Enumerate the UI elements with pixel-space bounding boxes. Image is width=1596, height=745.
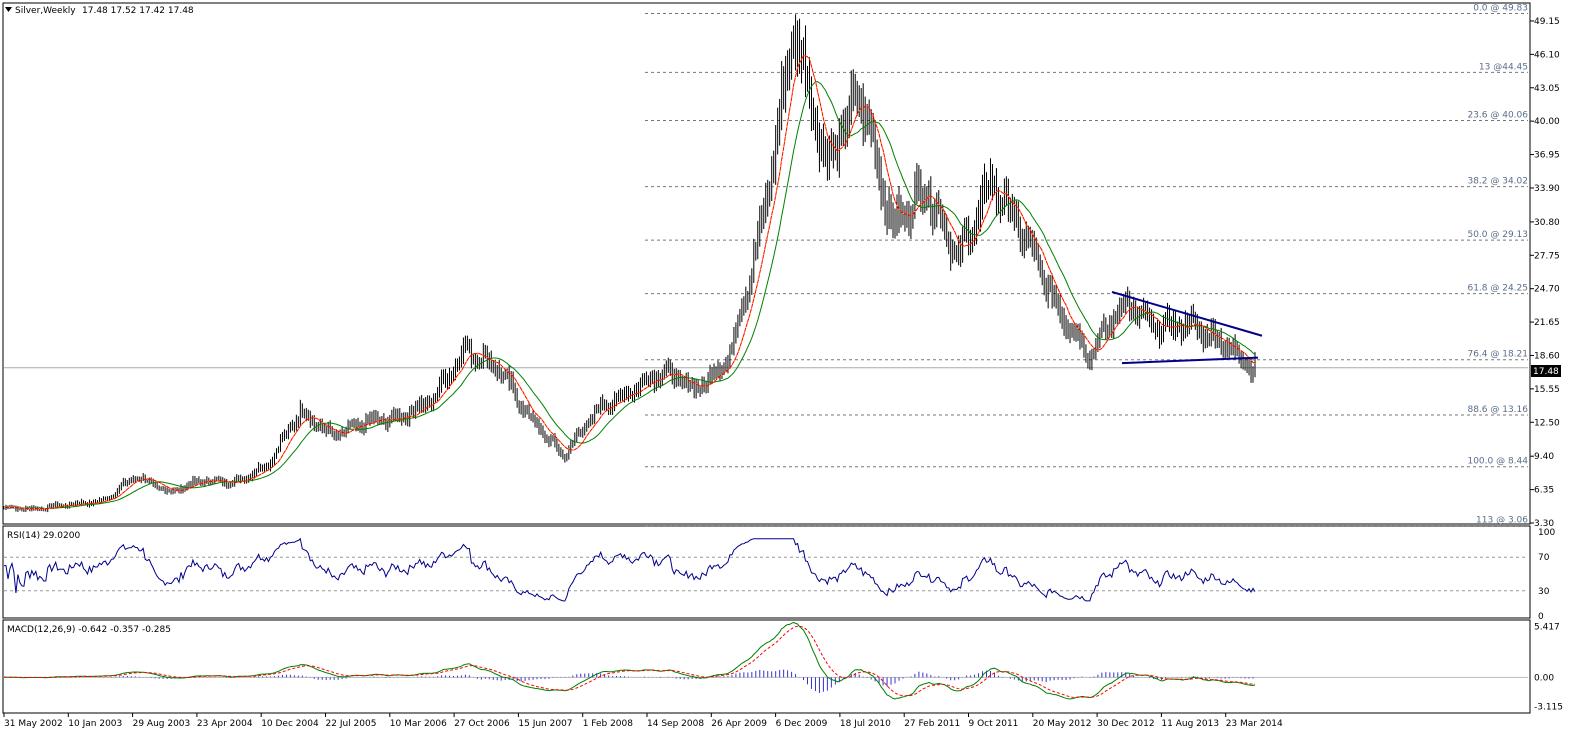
rsi-tick-label: 70 bbox=[1538, 553, 1550, 563]
macd-tick-label: 5.417 bbox=[1534, 623, 1560, 633]
trendlines[interactable] bbox=[1111, 291, 1263, 365]
fib-level-label: 13 @44.45 bbox=[1479, 62, 1528, 72]
price-tick-label: 24.70 bbox=[1534, 285, 1560, 295]
current-price-tag bbox=[1531, 365, 1561, 377]
price-axis: 49.15 46.10 43.05 40.00 36.95 33.90 30.80 27.75… bbox=[1530, 17, 1563, 712]
time-tick-label: 20 May 2012 bbox=[1033, 719, 1092, 729]
time-tick-label: 29 Aug 2003 bbox=[133, 719, 191, 729]
time-tick-label: 14 Sep 2008 bbox=[647, 719, 704, 729]
descending-trendline[interactable] bbox=[1111, 291, 1263, 337]
rsi-tick-label: 30 bbox=[1538, 587, 1550, 597]
fib-level-label: 61.8 @ 24.25 bbox=[1467, 284, 1528, 294]
macd-tick-label: -3.115 bbox=[1534, 702, 1563, 712]
time-tick-label: 23 Apr 2004 bbox=[197, 719, 253, 729]
ohlc-values: 17.48 17.52 17.42 17.48 bbox=[82, 6, 194, 16]
rsi-tick-label: 0 bbox=[1538, 612, 1544, 622]
price-tick-label: 27.75 bbox=[1534, 251, 1560, 261]
fib-level-label: 88.6 @ 13.16 bbox=[1467, 405, 1528, 415]
time-tick-label: 31 May 2002 bbox=[4, 719, 63, 729]
fib-level-label: 50.0 @ 29.13 bbox=[1467, 230, 1528, 240]
price-tick-label: 30.80 bbox=[1534, 218, 1560, 228]
time-tick-label: 1 Feb 2008 bbox=[583, 719, 634, 729]
time-tick-label: 10 Jan 2003 bbox=[68, 719, 122, 729]
fib-level-label: 23.6 @ 40.06 bbox=[1467, 111, 1528, 121]
time-tick-label: 18 Jul 2010 bbox=[840, 719, 891, 729]
fib-level-label: 76.4 @ 18.21 bbox=[1467, 350, 1528, 360]
macd-indicator bbox=[4, 621, 1528, 700]
time-tick-label: 27 Oct 2006 bbox=[454, 719, 510, 729]
time-tick-label: 22 Jul 2005 bbox=[326, 719, 377, 729]
price-bars bbox=[3, 14, 1256, 513]
price-tick-label: 36.95 bbox=[1534, 151, 1560, 161]
price-tick-label: 18.60 bbox=[1534, 351, 1560, 361]
rsi-panel[interactable] bbox=[2, 525, 1531, 619]
time-tick-label: 11 Aug 2013 bbox=[1161, 719, 1219, 729]
dropdown-arrow-icon[interactable] bbox=[5, 7, 12, 12]
rsi-tick-label: 100 bbox=[1538, 528, 1555, 538]
macd-title: MACD(12,26,9) -0.642 -0.357 -0.285 bbox=[7, 625, 171, 635]
fib-level-label: 100.0 @ 8.44 bbox=[1467, 457, 1528, 467]
price-tick-label: 40.00 bbox=[1534, 117, 1560, 127]
fib-level-label: 38.2 @ 34.02 bbox=[1467, 177, 1528, 187]
ma-fast-line bbox=[3, 55, 1256, 510]
current-price-label: 17.48 bbox=[1533, 367, 1559, 377]
time-tick-label: 10 Mar 2006 bbox=[390, 719, 447, 729]
price-tick-label: 43.05 bbox=[1534, 84, 1560, 94]
price-tick-label: 12.50 bbox=[1534, 418, 1560, 428]
fib-level-label: 0.0 @ 49.83 bbox=[1473, 4, 1528, 14]
support-trendline[interactable] bbox=[1121, 356, 1259, 365]
price-tick-label: 49.15 bbox=[1534, 17, 1560, 27]
rsi-indicator bbox=[4, 537, 1528, 602]
ma-slow-line bbox=[3, 81, 1256, 509]
time-tick-label: 26 Apr 2009 bbox=[711, 719, 767, 729]
fibonacci-levels: 0.0 @ 49.83 13 @44.45 23.6 @ 40.06 38.2 @ 3… bbox=[4, 4, 1528, 527]
rsi-title: RSI(14) 29.0200 bbox=[7, 531, 80, 541]
time-tick-label: 6 Dec 2009 bbox=[776, 719, 828, 729]
time-tick-label: 23 Mar 2014 bbox=[1226, 719, 1283, 729]
time-tick-label: 30 Dec 2012 bbox=[1097, 719, 1155, 729]
time-tick-label: 9 Oct 2011 bbox=[969, 719, 1019, 729]
time-tick-label: 27 Feb 2011 bbox=[904, 719, 960, 729]
price-tick-label: 21.65 bbox=[1534, 318, 1560, 328]
price-tick-label: 33.90 bbox=[1534, 184, 1560, 194]
price-tick-label: 46.10 bbox=[1534, 50, 1560, 60]
time-tick-label: 15 Jun 2007 bbox=[518, 719, 572, 729]
moving-averages bbox=[3, 55, 1256, 510]
macd-signal-line bbox=[4, 625, 1256, 698]
price-tick-label: 9.40 bbox=[1534, 452, 1554, 462]
symbol-title: Silver,Weekly bbox=[15, 6, 76, 16]
main-panel[interactable] bbox=[2, 2, 1531, 525]
price-tick-label: 3.30 bbox=[1534, 519, 1554, 529]
price-tick-label: 6.35 bbox=[1534, 486, 1554, 496]
time-tick-label: 10 Dec 2004 bbox=[261, 719, 319, 729]
time-axis: 31 May 2002 10 Jan 2003 29 Aug 2003 23 Apr … bbox=[3, 713, 1283, 729]
macd-panel[interactable] bbox=[2, 619, 1531, 714]
price-tick-label: 15.55 bbox=[1534, 385, 1560, 395]
rsi-line bbox=[4, 537, 1256, 602]
fib-level-label: 113 @ 3.06 bbox=[1476, 516, 1528, 526]
macd-tick-label: 0.00 bbox=[1534, 673, 1554, 683]
